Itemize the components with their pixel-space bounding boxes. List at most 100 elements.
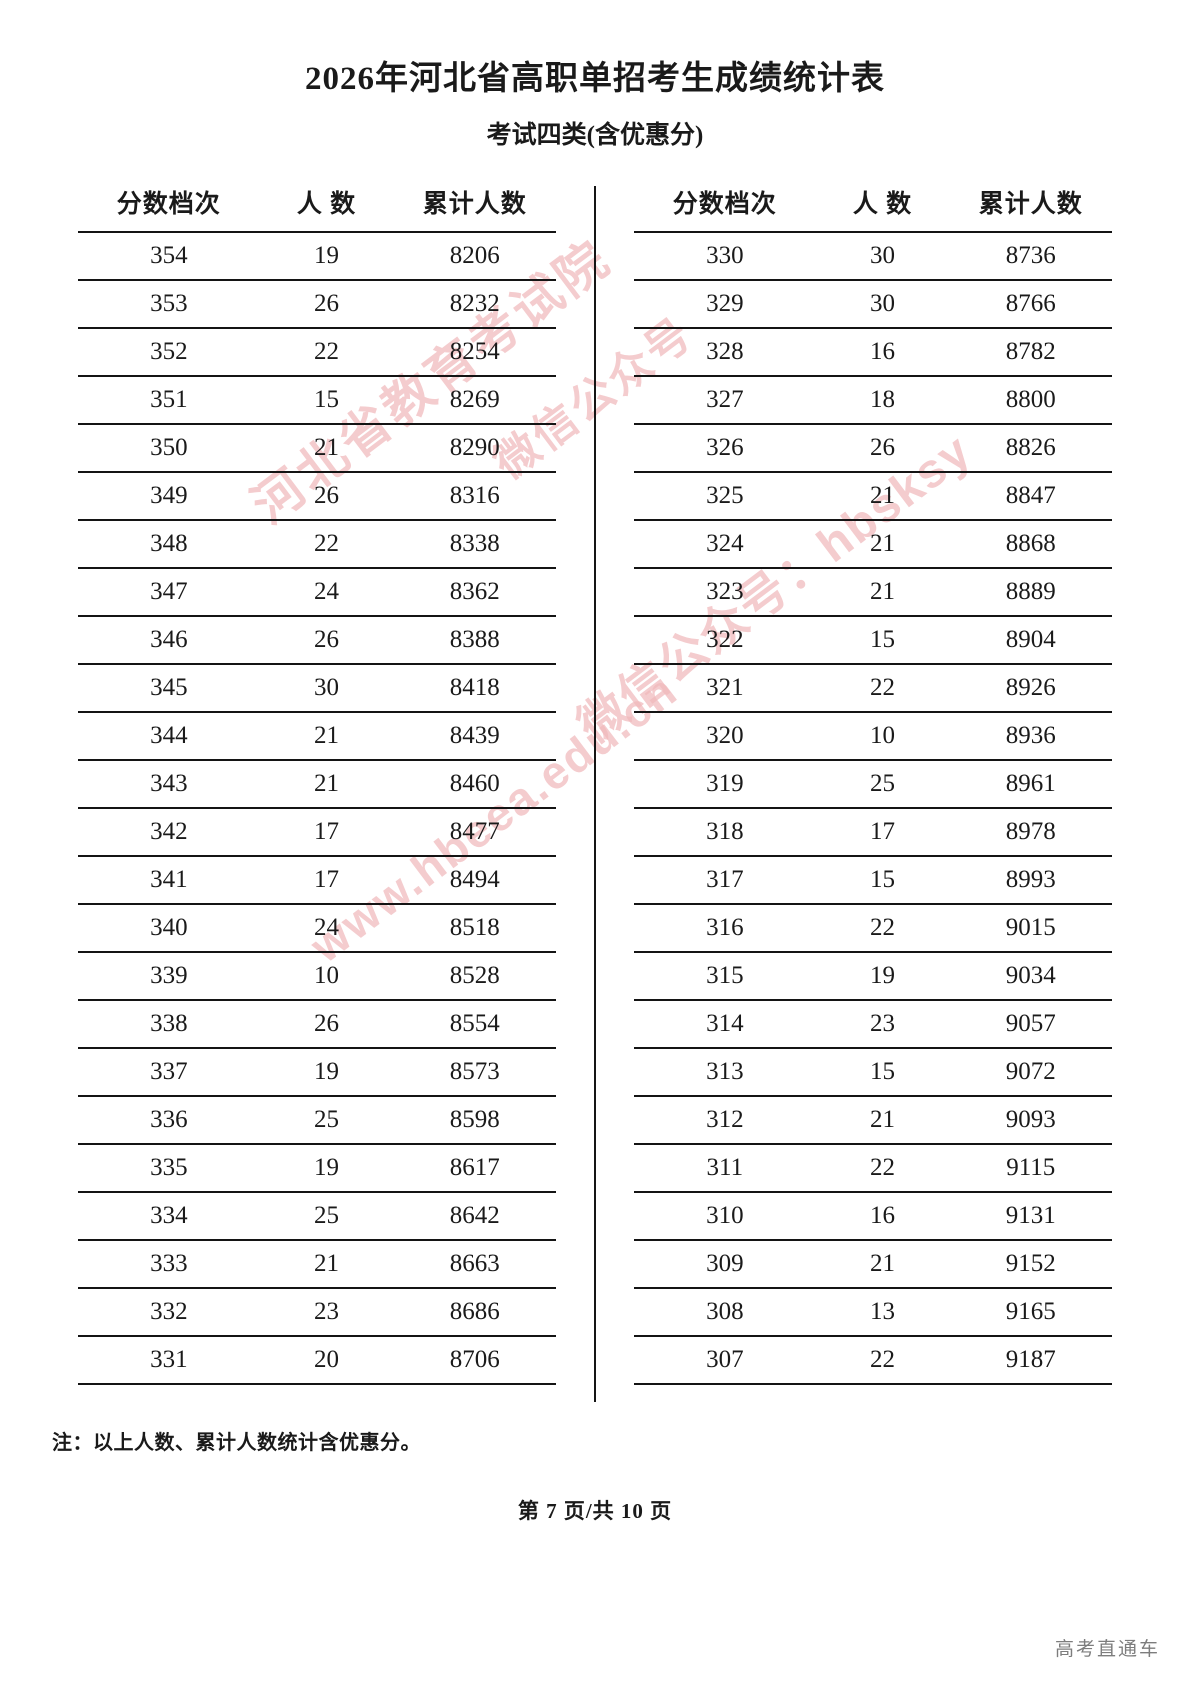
cell-cumulative: 8388 (393, 615, 556, 665)
table-row: 318 17 8978 (634, 807, 1112, 857)
cell-score: 350 (78, 423, 260, 473)
left-table-body: 354 19 8206 353 26 8232 352 22 8254 351 15 8269 350 2… (78, 231, 556, 1385)
cell-score: 352 (78, 327, 260, 377)
cell-cumulative: 8418 (393, 663, 556, 713)
cell-count: 19 (259, 1143, 394, 1193)
header-count: 人 数 (815, 177, 950, 233)
cell-cumulative: 8663 (393, 1239, 556, 1289)
cell-score: 325 (634, 471, 816, 521)
cell-score: 343 (78, 759, 260, 809)
cell-score: 319 (634, 759, 816, 809)
cell-cumulative: 9072 (949, 1047, 1112, 1097)
cell-count: 19 (259, 231, 394, 281)
cell-cumulative: 9034 (949, 951, 1112, 1001)
cell-count: 16 (815, 1191, 950, 1241)
cell-cumulative: 8232 (393, 279, 556, 329)
cell-cumulative: 8961 (949, 759, 1112, 809)
table-row: 335 19 8617 (78, 1143, 556, 1193)
table-row: 317 15 8993 (634, 855, 1112, 905)
score-table-right: 分数档次 人 数 累计人数 330 30 8736 329 30 8766 328 16 878… (634, 177, 1112, 1385)
table-row: 315 19 9034 (634, 951, 1112, 1001)
table-row: 329 30 8766 (634, 279, 1112, 329)
cell-cumulative: 9187 (949, 1335, 1112, 1385)
table-row: 332 23 8686 (78, 1287, 556, 1337)
cell-cumulative: 8766 (949, 279, 1112, 329)
table-row: 314 23 9057 (634, 999, 1112, 1049)
table-row: 313 15 9072 (634, 1047, 1112, 1097)
cell-count: 20 (259, 1335, 394, 1385)
table-row: 316 22 9015 (634, 903, 1112, 953)
cell-cumulative: 9057 (949, 999, 1112, 1049)
cell-count: 26 (259, 279, 394, 329)
cell-cumulative: 8736 (949, 231, 1112, 281)
cell-score: 324 (634, 519, 816, 569)
cell-cumulative: 9131 (949, 1191, 1112, 1241)
cell-score: 337 (78, 1047, 260, 1097)
header-count: 人 数 (259, 177, 394, 233)
cell-cumulative: 9015 (949, 903, 1112, 953)
cell-count: 23 (259, 1287, 394, 1337)
cell-count: 19 (259, 1047, 394, 1097)
cell-score: 315 (634, 951, 816, 1001)
table-row: 319 25 8961 (634, 759, 1112, 809)
cell-cumulative: 8460 (393, 759, 556, 809)
cell-score: 334 (78, 1191, 260, 1241)
cell-count: 26 (259, 615, 394, 665)
table-row: 320 10 8936 (634, 711, 1112, 761)
cell-count: 15 (815, 615, 950, 665)
cell-count: 24 (259, 903, 394, 953)
cell-cumulative: 8290 (393, 423, 556, 473)
cell-count: 18 (815, 375, 950, 425)
cell-count: 26 (259, 471, 394, 521)
cell-cumulative: 8254 (393, 327, 556, 377)
table-row: 342 17 8477 (78, 807, 556, 857)
cell-count: 24 (259, 567, 394, 617)
brand-watermark: 高考直通车 (1054, 1639, 1160, 1660)
cell-cumulative: 8826 (949, 423, 1112, 473)
cell-cumulative: 8978 (949, 807, 1112, 857)
table-row: 327 18 8800 (634, 375, 1112, 425)
cell-count: 21 (815, 471, 950, 521)
cell-count: 21 (815, 1095, 950, 1145)
cell-score: 333 (78, 1239, 260, 1289)
cell-count: 21 (815, 519, 950, 569)
table-row: 324 21 8868 (634, 519, 1112, 569)
cell-cumulative: 8316 (393, 471, 556, 521)
cell-score: 327 (634, 375, 816, 425)
cell-score: 307 (634, 1335, 816, 1385)
cell-cumulative: 8269 (393, 375, 556, 425)
cell-cumulative: 9115 (949, 1143, 1112, 1193)
cell-cumulative: 8936 (949, 711, 1112, 761)
cell-count: 21 (259, 423, 394, 473)
header-score: 分数档次 (78, 177, 260, 233)
cell-score: 332 (78, 1287, 260, 1337)
cell-cumulative: 8573 (393, 1047, 556, 1097)
cell-cumulative: 8362 (393, 567, 556, 617)
cell-cumulative: 8686 (393, 1287, 556, 1337)
cell-count: 22 (815, 1335, 950, 1385)
cell-count: 16 (815, 327, 950, 377)
table-row: 331 20 8706 (78, 1335, 556, 1385)
table-row: 347 24 8362 (78, 567, 556, 617)
header-cumulative: 累计人数 (393, 177, 556, 233)
cell-count: 21 (259, 711, 394, 761)
footnote: 注：以上人数、累计人数统计含优惠分。 (52, 1431, 421, 1454)
cell-count: 21 (815, 1239, 950, 1289)
cell-count: 25 (259, 1191, 394, 1241)
table-row: 325 21 8847 (634, 471, 1112, 521)
cell-count: 25 (259, 1095, 394, 1145)
cell-count: 30 (259, 663, 394, 713)
table-row: 348 22 8338 (78, 519, 556, 569)
cell-score: 342 (78, 807, 260, 857)
cell-score: 317 (634, 855, 816, 905)
cell-cumulative: 8598 (393, 1095, 556, 1145)
table-row: 323 21 8889 (634, 567, 1112, 617)
cell-cumulative: 8439 (393, 711, 556, 761)
table-row: 334 25 8642 (78, 1191, 556, 1241)
right-table-body: 330 30 8736 329 30 8766 328 16 8782 327 18 8800 326 2… (634, 231, 1112, 1385)
table-row: 338 26 8554 (78, 999, 556, 1049)
cell-count: 17 (259, 855, 394, 905)
cell-score: 314 (634, 999, 816, 1049)
cell-count: 22 (259, 519, 394, 569)
table-row: 336 25 8598 (78, 1095, 556, 1145)
